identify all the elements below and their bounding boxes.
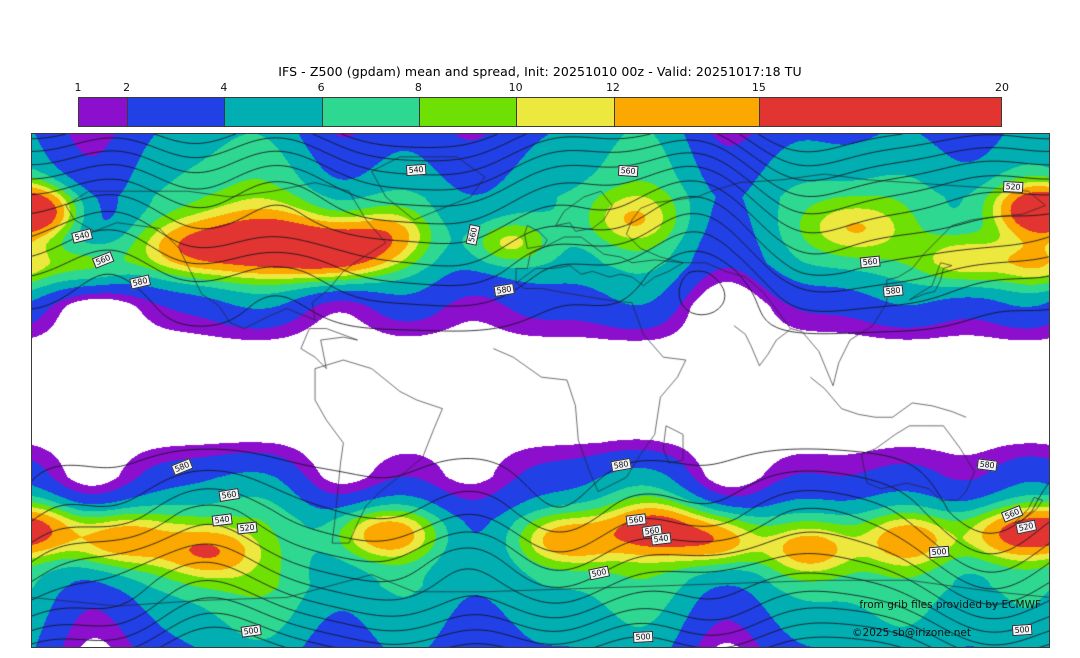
contour-label-580: 580: [976, 457, 998, 472]
colorbar-tick-labels: 1 2 4 6 8 10 12 15 20: [74, 81, 1010, 95]
colorbar-segment-6-8: [322, 98, 421, 126]
colorbar-segment-8-10: [420, 98, 518, 126]
contour-label-560: 560: [859, 255, 880, 269]
copyright-credit: ©2025 sb@irizone.net: [852, 627, 971, 639]
contour-label-560: 560: [218, 487, 240, 502]
colorbar-segment-1-2: [79, 98, 129, 126]
data-source-credit: from grib files provided by ECMWF: [859, 599, 1041, 611]
contour-label-560: 560: [625, 513, 647, 527]
contour-label-500: 500: [928, 545, 950, 559]
colorbar-gradient: [78, 97, 1002, 127]
colorbar-tick-12: 12: [605, 81, 620, 94]
colorbar-segment-15-20: [760, 98, 1001, 126]
contour-label-520: 520: [1003, 181, 1024, 194]
contour-label-500: 500: [633, 630, 654, 643]
page-title: IFS - Z500 (gpdam) mean and spread, Init…: [278, 64, 802, 79]
colorbar-tick-8: 8: [414, 81, 422, 94]
colorbar-segment-2-4: [128, 98, 226, 126]
colorbar-tick-15: 15: [751, 81, 766, 94]
colorbar-tick-6: 6: [317, 81, 325, 94]
contour-label-580: 580: [882, 284, 904, 298]
colorbar-tick-20: 20: [995, 81, 1009, 94]
colorbar-tick-1: 1: [74, 81, 82, 94]
colorbar-tick-4: 4: [220, 81, 228, 94]
colorbar-tick-2: 2: [123, 81, 131, 94]
colorbar-tick-10: 10: [508, 81, 523, 94]
contour-label-500: 500: [1012, 623, 1033, 637]
contour-label-560: 560: [617, 164, 639, 177]
colorbar-segment-10-12: [517, 98, 615, 126]
colorbar: [78, 97, 1002, 127]
colorbar-segment-4-6: [225, 98, 323, 126]
spread-contour-map: [32, 134, 1049, 647]
map-panel: 540 560 580 540 560 580 560 560 580 520 580 560 540 5…: [31, 133, 1050, 648]
contour-label-540: 540: [405, 163, 427, 177]
colorbar-segment-12-15: [614, 98, 761, 126]
